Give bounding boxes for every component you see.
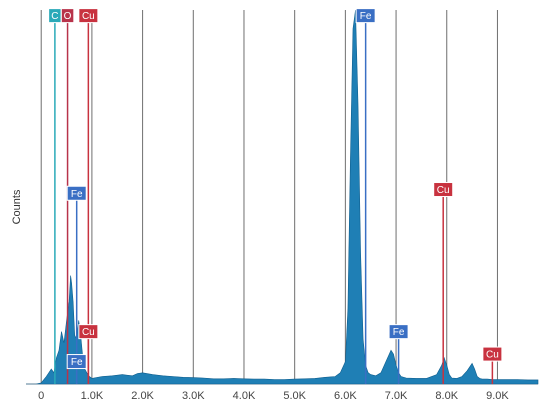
marker-tag — [66, 185, 87, 201]
x-tick-label: 0 — [38, 390, 44, 402]
x-tick-label: 6.0K — [334, 390, 357, 402]
marker-label: C — [51, 11, 58, 22]
marker-label: Cu — [437, 185, 450, 196]
marker-tag — [482, 346, 503, 362]
x-tick-label: 5.0K — [283, 390, 306, 402]
marker-tag — [78, 8, 99, 24]
element-marker: Fe — [66, 185, 87, 384]
x-tick-label: 3.0K — [182, 390, 205, 402]
element-marker: C — [48, 8, 62, 384]
x-tick-label: 1.0K — [81, 390, 104, 402]
marker-label: Fe — [71, 357, 83, 368]
element-marker: Cu — [78, 8, 99, 384]
marker-label: Fe — [393, 327, 405, 338]
marker-label: O — [64, 11, 72, 22]
marker-tag — [66, 354, 87, 370]
marker-tag — [78, 324, 99, 340]
marker-tag — [355, 8, 376, 24]
x-tick-label: 8.0K — [435, 390, 458, 402]
element-marker: Fe — [388, 324, 409, 384]
element-marker: Fe — [355, 8, 376, 384]
marker-tag — [388, 324, 409, 340]
x-tick-label: 4.0K — [233, 390, 256, 402]
marker-tag — [433, 182, 454, 198]
marker-label: Fe — [71, 189, 83, 200]
element-marker: Cu — [433, 182, 454, 384]
x-tick-label: 9.0K — [486, 390, 509, 402]
x-tick-label: 2.0K — [131, 390, 154, 402]
element-marker: Cu — [482, 346, 503, 384]
marker-tag — [60, 8, 75, 24]
element-marker: Cu — [78, 324, 99, 384]
element-markers: C O Cu Fe Fe Cu Cu Fe Fe Cu — [48, 8, 503, 384]
marker-label: Fe — [360, 11, 372, 22]
element-marker: Fe — [66, 354, 87, 384]
spectrum-area — [26, 9, 539, 385]
marker-label: Cu — [486, 350, 499, 361]
spectrum-series — [26, 9, 539, 385]
x-ticks: 0 1.0K 2.0K 3.0K 4.0K 5.0K 6.0K 7.0K 8.0K 9.0K — [38, 390, 509, 402]
x-tick-label: 7.0K — [385, 390, 408, 402]
marker-label: Cu — [82, 327, 95, 338]
marker-label: Cu — [82, 11, 95, 22]
gridlines — [40, 10, 498, 384]
y-axis-label: Counts — [11, 189, 23, 224]
